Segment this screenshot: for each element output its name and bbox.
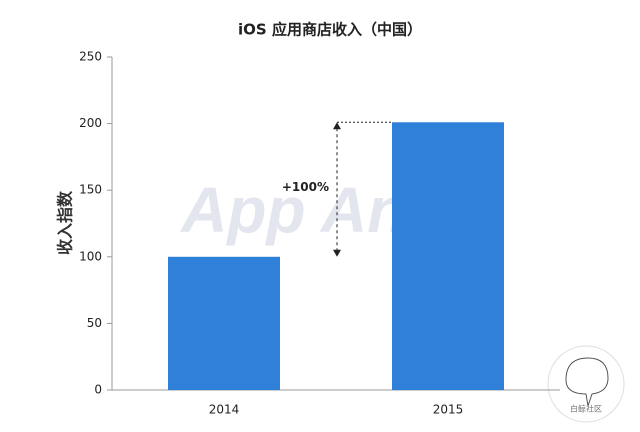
y-tick-label: 50 <box>87 316 102 330</box>
y-tick-label: 0 <box>94 383 102 397</box>
badge-icon <box>565 357 609 407</box>
bar <box>168 256 280 390</box>
bar <box>392 122 504 390</box>
arrow-head <box>333 249 341 257</box>
badge-text: 白鲸社区 <box>570 404 602 414</box>
chart-title: iOS 应用商店收入（中国） <box>238 21 422 39</box>
y-tick-label: 250 <box>79 50 102 64</box>
x-tick-label: 2015 <box>433 403 464 417</box>
y-axis-label: 收入指数 <box>56 190 75 255</box>
arrow-head <box>333 122 341 130</box>
x-tick-label: 2014 <box>209 403 240 417</box>
y-tick-label: 150 <box>79 183 102 197</box>
annotation: +100% <box>282 180 329 194</box>
y-tick-label: 200 <box>79 116 102 130</box>
y-tick-label: 100 <box>79 249 102 263</box>
